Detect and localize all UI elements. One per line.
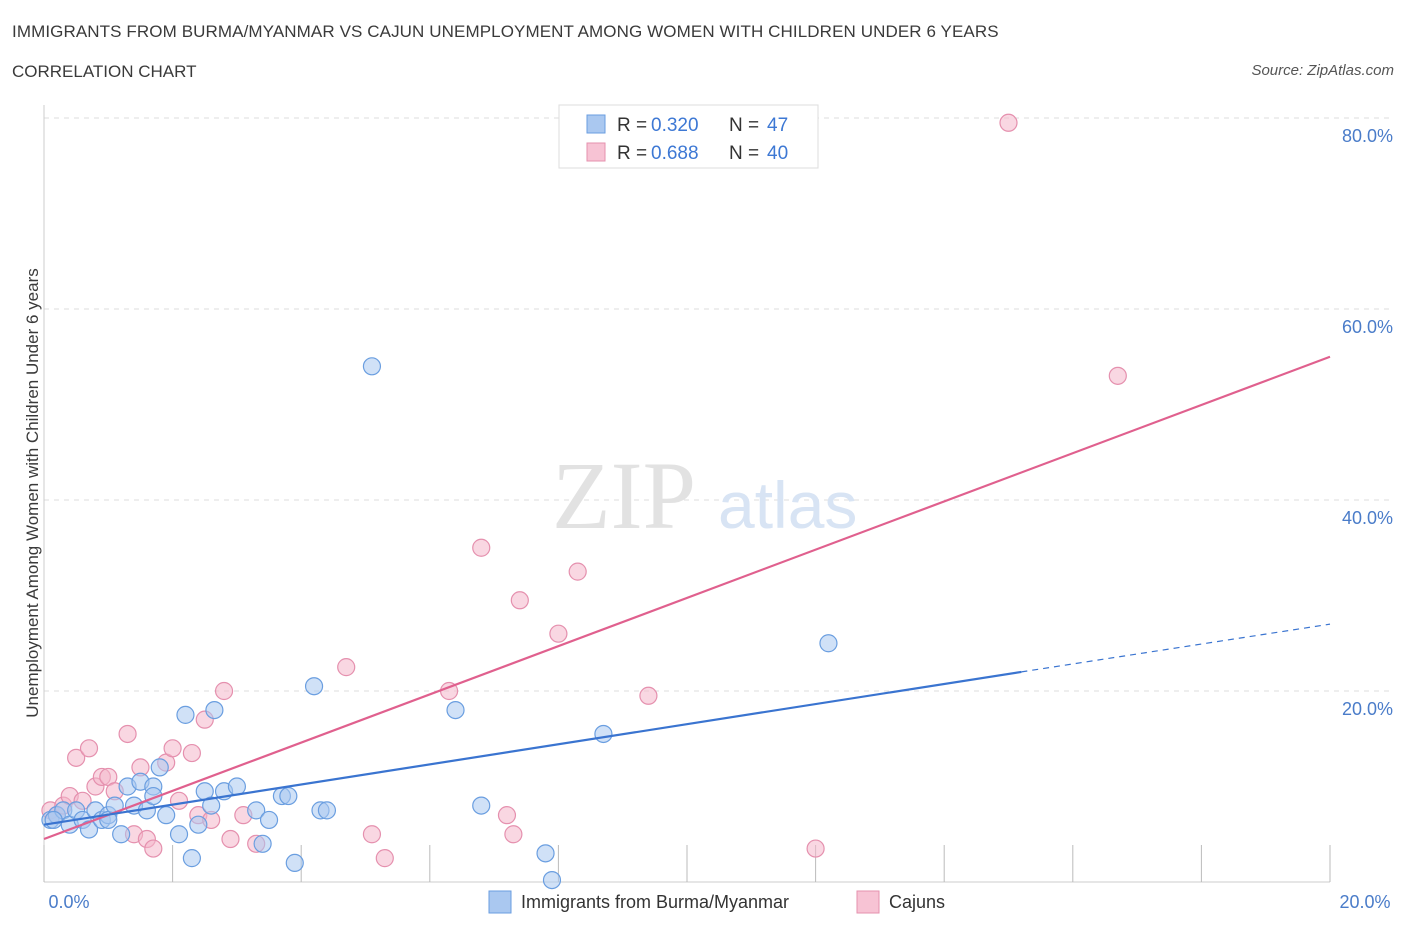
burma-points: [41, 357, 838, 890]
burma-point-30: [247, 801, 266, 820]
bottom-legend: Immigrants from Burma/Myanmar Cajuns: [488, 890, 945, 914]
legend-n-value-burma: 47: [767, 115, 788, 136]
chart-subtitle: CORRELATION CHART: [12, 62, 197, 81]
burma-point-32: [259, 810, 279, 830]
burma-point-27: [205, 700, 224, 720]
y-tick-label-60: 60.0%: [1342, 317, 1393, 337]
cajuns-point-6: [79, 739, 99, 758]
bottom-legend-swatch-burma: [488, 890, 512, 914]
burma-point-12: [112, 825, 131, 844]
cajuns-point-11: [118, 724, 137, 744]
burma-point-22: [176, 705, 195, 724]
source-label: Source: ZipAtlas.com: [1251, 62, 1394, 79]
cajuns-point-35: [549, 624, 568, 643]
burma-point-36: [304, 677, 324, 696]
y-axis-title: Unemployment Among Women with Children U…: [23, 268, 42, 717]
burma-point-35: [285, 853, 304, 873]
y-tick-label-40: 40.0%: [1342, 508, 1393, 528]
cajuns-point-19: [182, 743, 201, 763]
cajuns-point-17: [163, 739, 182, 758]
burma-point-45: [819, 634, 838, 653]
cajuns-trend-line: [43, 355, 1331, 841]
y-tick-label-80: 80.0%: [1342, 126, 1393, 146]
burma-point-43: [542, 870, 562, 890]
burma-point-40: [446, 700, 465, 720]
watermark-zip: ZIP: [552, 442, 696, 549]
cajuns-point-40: [1108, 366, 1127, 385]
trend-lines: [43, 355, 1331, 841]
legend-box: R = 0.320 N = 47 R = 0.688 N = 40: [558, 104, 819, 169]
watermark-atlas: atlas: [718, 468, 857, 542]
burma-point-29: [227, 777, 246, 796]
burma-point-34: [279, 786, 298, 806]
cajuns-point-33: [504, 825, 523, 844]
cajuns-point-27: [337, 658, 356, 677]
burma-point-20: [157, 806, 176, 825]
legend-r-label-burma: R =: [617, 115, 647, 136]
chart-title: IMMIGRANTS FROM BURMA/MYANMAR VS CAJUN U…: [12, 22, 999, 41]
x-tick-label-max: 20.0%: [1339, 892, 1390, 912]
burma-trend-extension: [1021, 623, 1331, 673]
cajuns-point-32: [497, 806, 517, 825]
grid-lines: [44, 117, 1394, 692]
cajuns-point-4: [67, 748, 86, 767]
burma-point-39: [362, 357, 382, 376]
cajuns-point-39: [999, 113, 1018, 132]
bottom-legend-label-burma: Immigrants from Burma/Myanmar: [521, 892, 789, 912]
legend-r-value-burma: 0.320: [651, 115, 699, 136]
legend-n-label-burma: N =: [729, 115, 759, 136]
cajuns-point-28: [362, 825, 382, 844]
cajuns-point-18: [169, 791, 189, 810]
burma-trend-line: [43, 670, 1022, 826]
cajuns-point-31: [472, 538, 491, 557]
y-tick-label-20: 20.0%: [1342, 699, 1393, 719]
cajuns-point-34: [510, 591, 529, 610]
cajuns-point-23: [214, 681, 234, 701]
x-tick-label-min: 0.0%: [48, 892, 89, 912]
burma-point-21: [169, 825, 189, 844]
y-tick-labels: 20.0% 40.0% 60.0% 80.0%: [1342, 126, 1393, 719]
burma-point-41: [472, 796, 491, 815]
bottom-legend-label-cajuns: Cajuns: [889, 892, 945, 912]
cajuns-point-29: [375, 849, 394, 868]
burma-point-38: [317, 801, 337, 820]
cajuns-point-36: [568, 562, 587, 581]
x-ticks: [43, 845, 1331, 882]
burma-point-19: [150, 758, 169, 777]
legend-n-value-cajuns: 40: [767, 143, 788, 164]
bottom-legend-swatch-cajuns: [856, 890, 880, 914]
cajuns-point-38: [806, 839, 825, 858]
watermark: ZIP atlas: [552, 442, 857, 549]
cajuns-point-24: [221, 829, 240, 849]
legend-r-value-cajuns: 0.688: [651, 143, 699, 164]
burma-point-26: [202, 796, 221, 815]
burma-point-31: [253, 834, 272, 853]
x-tick-labels: 0.0% 20.0%: [48, 892, 1390, 912]
legend-swatch-burma: [586, 114, 606, 134]
legend-swatch-cajuns: [586, 142, 606, 162]
burma-point-42: [536, 844, 555, 863]
burma-point-23: [182, 849, 201, 868]
burma-point-24: [189, 815, 208, 834]
burma-point-46: [44, 810, 63, 830]
cajuns-point-15: [144, 839, 163, 858]
cajuns-point-37: [639, 686, 658, 705]
burma-point-44: [594, 724, 613, 744]
legend-n-label-cajuns: N =: [729, 143, 759, 164]
legend-r-label-cajuns: R =: [617, 143, 647, 164]
